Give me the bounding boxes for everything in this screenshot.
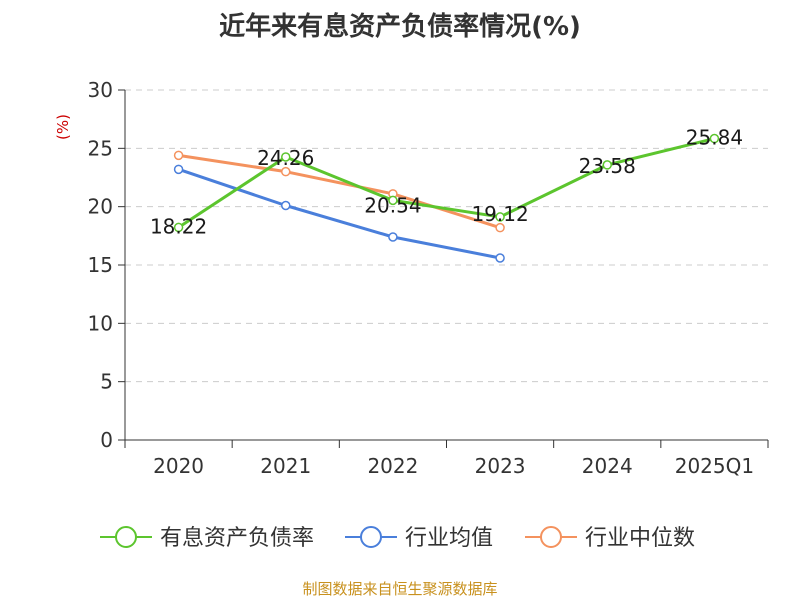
y-tick-label: 20 <box>88 195 113 219</box>
data-point <box>281 200 291 211</box>
data-label: 25.84 <box>686 126 743 150</box>
series-line <box>178 153 501 230</box>
data-point <box>173 164 184 175</box>
data-label: 24.26 <box>257 146 314 170</box>
chart-title: 近年来有息资产负债率情况(%) <box>219 12 581 42</box>
legend-label: 行业中位数 <box>585 526 695 551</box>
data-point <box>495 212 505 222</box>
series-line <box>177 137 715 229</box>
x-tick-label: 2020 <box>153 454 204 478</box>
x-tick-label: 2022 <box>367 454 418 478</box>
x-tick-label: 2023 <box>475 454 526 478</box>
data-point <box>388 195 398 206</box>
y-tick-label: 30 <box>88 78 113 102</box>
legend-marker <box>115 526 137 548</box>
legend-label: 有息资产负债率 <box>160 526 314 551</box>
series-layer <box>173 133 720 263</box>
y-tick-label: 15 <box>88 253 113 277</box>
data-label: 20.54 <box>364 193 421 217</box>
legend-label: 行业均值 <box>405 526 493 551</box>
data-point <box>602 160 612 170</box>
data-point <box>709 133 720 144</box>
data-point <box>281 166 291 177</box>
data-point <box>388 232 398 242</box>
data-label: 19.12 <box>471 202 528 226</box>
y-tick-label: 10 <box>88 311 113 335</box>
y-tick-label: 0 <box>100 428 113 452</box>
data-point <box>495 253 505 263</box>
y-axis-label: (%) <box>54 114 72 140</box>
data-point <box>173 150 184 161</box>
data-label: 18.22 <box>150 214 207 238</box>
series-line <box>178 167 501 260</box>
data-point <box>173 222 184 233</box>
y-tick-label: 25 <box>88 136 113 160</box>
grid-layer <box>125 89 768 383</box>
data-point <box>495 222 505 233</box>
axis-layer: 0 5 10 15 20 25 30 2020 2021 2022 2023 2024 2025Q1 (%… <box>54 78 769 478</box>
data-label-layer: 18.22 24.26 20.54 19.12 23.58 25.84 <box>150 126 743 239</box>
data-label: 23.58 <box>579 154 636 178</box>
data-point <box>281 152 291 162</box>
legend-marker <box>540 526 562 548</box>
legend: 有息资产负债率 行业均值 行业中位数 <box>100 526 695 551</box>
x-tick-label: 2021 <box>260 454 311 478</box>
x-tick-label: 2025Q1 <box>675 454 754 478</box>
x-tick-label: 2024 <box>582 454 633 478</box>
source-note: 制图数据来自恒生聚源数据库 <box>302 580 498 598</box>
legend-marker <box>360 526 382 548</box>
y-tick-label: 5 <box>100 370 113 394</box>
